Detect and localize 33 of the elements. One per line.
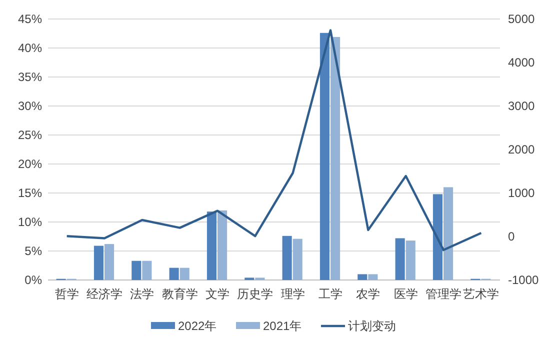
y-tick-label: 25% (18, 128, 42, 142)
y-tick-label: 10% (18, 215, 42, 229)
legend-label: 2021年 (263, 319, 302, 333)
y2-tick-label: 2000 (508, 142, 536, 156)
y2-tick-label: 0 (508, 230, 515, 244)
x-tick-label: 医学 (394, 287, 418, 301)
legend-label: 计划变动 (348, 319, 396, 333)
x-tick-label: 教育学 (162, 287, 198, 301)
y-tick-label: 0% (24, 273, 42, 287)
x-tick-label: 管理学 (426, 287, 462, 301)
x-tick-label: 哲学 (54, 287, 79, 301)
x-tick-label: 艺术学 (463, 287, 500, 301)
y-tick-label: 30% (18, 99, 42, 113)
y-tick-label: 35% (18, 70, 42, 84)
y-tick-label: 40% (18, 41, 42, 55)
x-tick-label: 工学 (318, 287, 342, 301)
x-tick-label: 历史学 (237, 287, 274, 301)
legend-label: 2022年 (178, 319, 217, 333)
x-tick-label: 经济学 (86, 287, 122, 301)
y2-tick-label: -1000 (508, 273, 540, 287)
y-tick-label: 45% (18, 12, 42, 26)
line-series (66, 29, 482, 252)
x-tick-label: 法学 (130, 287, 154, 301)
x-tick-label: 文学 (206, 287, 230, 301)
y2-tick-label: 5000 (508, 12, 536, 26)
y-tick-label: 5% (24, 244, 42, 258)
x-tick-label: 农学 (356, 287, 380, 301)
x-tick-label: 理学 (280, 287, 305, 301)
y2-tick-label: 1000 (508, 186, 536, 200)
y-tick-label: 15% (18, 186, 42, 200)
y-tick-label: 20% (18, 157, 42, 171)
y2-tick-label: 3000 (508, 99, 536, 113)
y2-tick-label: 4000 (508, 56, 536, 70)
